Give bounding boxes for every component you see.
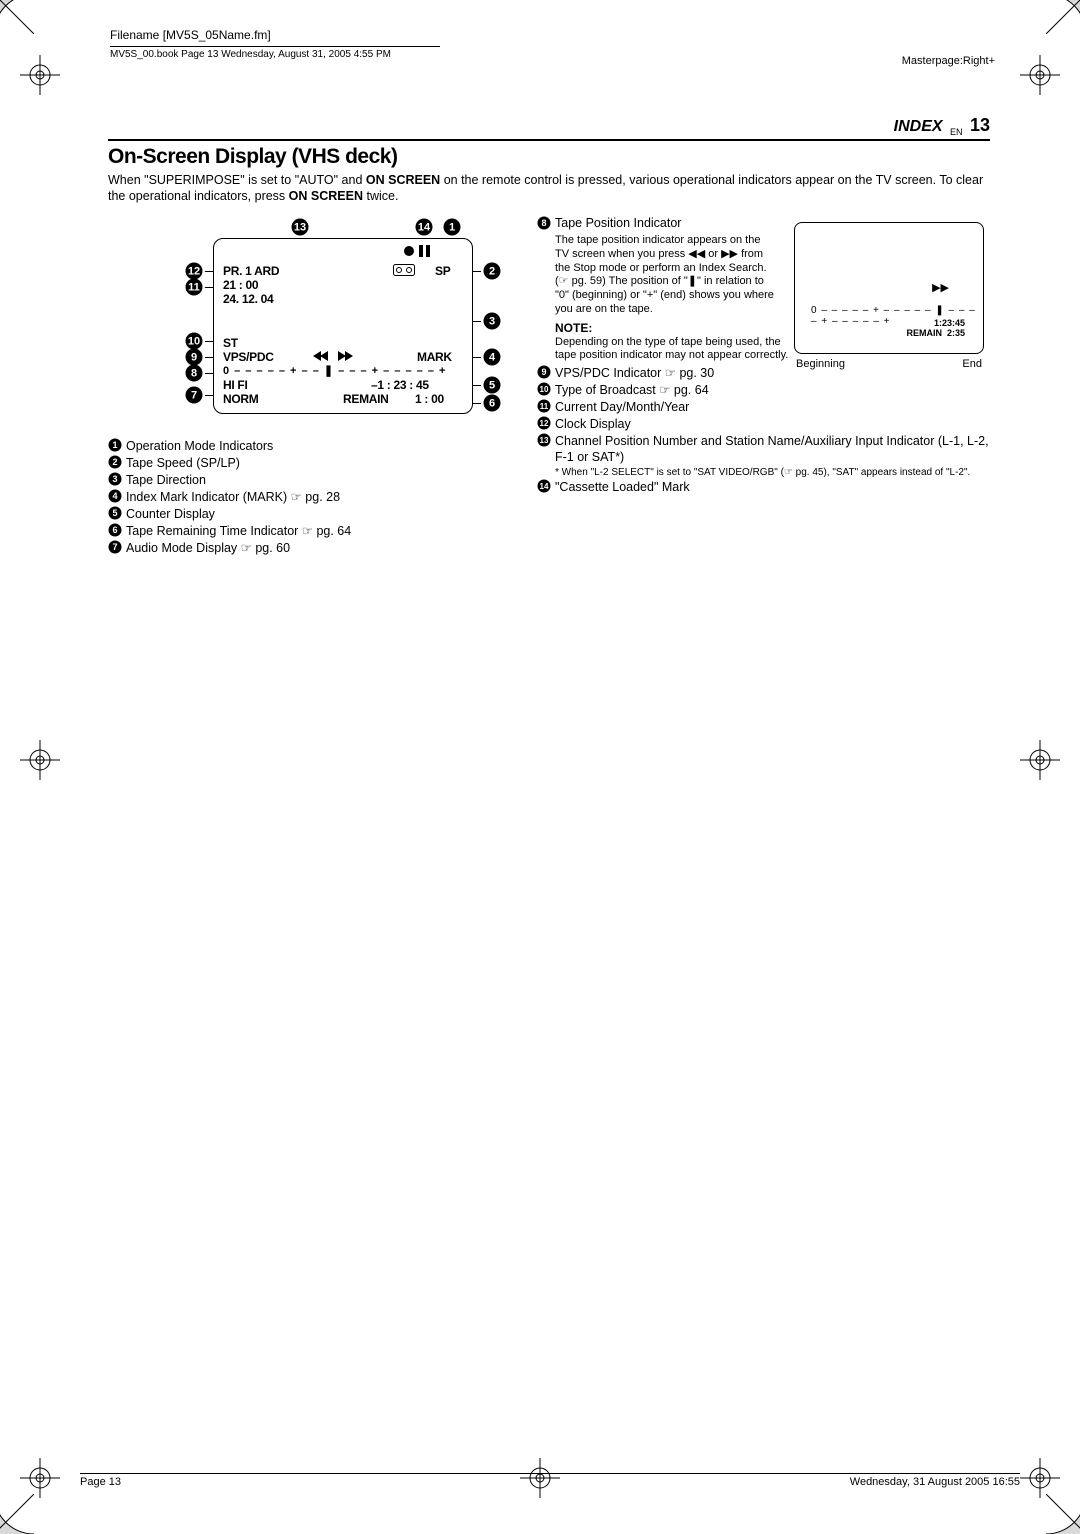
list-item: 7Audio Mode Display ☞ pg. 60 xyxy=(108,540,523,557)
index-page: 13 xyxy=(970,115,990,135)
osd-sp: SP xyxy=(435,264,450,278)
svg-text:1: 1 xyxy=(449,222,455,234)
list-item: 11Current Day/Month/Year xyxy=(537,399,990,416)
svg-text:12: 12 xyxy=(188,266,200,278)
callout-5-icon: 5 xyxy=(483,376,501,394)
svg-text:5: 5 xyxy=(112,508,117,518)
osd-tape-scale: 0 – – – – – + – – ❚ – – – + – – – – – + xyxy=(223,364,446,377)
osd-remain-label: REMAIN xyxy=(343,392,389,406)
callout-14-icon: 14 xyxy=(415,218,433,236)
callout-6-icon: 6 xyxy=(483,394,501,412)
note-text: Depending on the type of tape being used… xyxy=(555,336,795,364)
svg-text:1: 1 xyxy=(112,440,117,450)
svg-text:10: 10 xyxy=(540,385,549,394)
tape-time-info: 1:23:45 REMAIN 2:35 xyxy=(906,319,965,339)
svg-text:8: 8 xyxy=(191,368,197,380)
callout-1-icon: 1 xyxy=(443,218,461,236)
footer-page: Page 13 xyxy=(80,1476,121,1488)
osd-time: 21 : 00 xyxy=(223,278,258,292)
list-item: 4Index Mark Indicator (MARK) ☞ pg. 28 xyxy=(108,489,523,506)
svg-text:11: 11 xyxy=(540,402,549,411)
tape-position-desc: The tape position indicator appears on t… xyxy=(555,234,775,317)
svg-text:2: 2 xyxy=(112,457,117,467)
svg-text:9: 9 xyxy=(541,367,546,377)
callout-7-icon: 7 xyxy=(185,386,203,404)
filename: Filename [MV5S_05Name.fm] xyxy=(110,28,1020,42)
svg-text:14: 14 xyxy=(540,482,549,491)
list-item: 5Counter Display xyxy=(108,506,523,523)
svg-text:5: 5 xyxy=(489,380,495,392)
svg-text:4: 4 xyxy=(112,491,117,501)
index-en: EN xyxy=(950,127,963,137)
tape-position-title: Tape Position Indicator xyxy=(555,216,795,232)
osd-mark: MARK xyxy=(417,350,452,364)
svg-text:7: 7 xyxy=(191,390,197,402)
section-title: On-Screen Display (VHS deck) xyxy=(108,145,990,169)
list-item: 12Clock Display xyxy=(537,416,990,433)
end-label: End xyxy=(962,358,982,370)
osd-date: 24. 12. 04 xyxy=(223,292,273,306)
left-callout-list: 1Operation Mode Indicators 2Tape Speed (… xyxy=(108,438,523,556)
list-item: 10Type of Broadcast ☞ pg. 64 xyxy=(537,382,990,399)
svg-text:6: 6 xyxy=(112,525,117,535)
svg-text:13: 13 xyxy=(540,436,549,445)
note-label: NOTE: xyxy=(555,321,795,336)
footnote: * When "L-2 SELECT" is set to "SAT VIDEO… xyxy=(555,467,990,479)
svg-text:9: 9 xyxy=(191,352,197,364)
svg-text:4: 4 xyxy=(489,352,496,364)
tape-direction-icon xyxy=(313,350,353,362)
bookline: MV5S_00.book Page 13 Wednesday, August 3… xyxy=(110,46,440,60)
callout-13-icon: 13 xyxy=(291,218,309,236)
svg-text:11: 11 xyxy=(188,282,200,294)
osd-norm: NORM xyxy=(223,392,258,406)
callout-2-icon: 2 xyxy=(483,262,501,280)
operation-mode-icon xyxy=(401,244,451,258)
osd-pr: PR. 1 ARD xyxy=(223,264,279,278)
masterpage: Masterpage:Right+ xyxy=(902,55,995,67)
list-item: 1Operation Mode Indicators xyxy=(108,438,523,455)
osd-st: ST xyxy=(223,336,238,350)
svg-text:3: 3 xyxy=(489,316,495,328)
cassette-loaded-icon xyxy=(393,264,415,276)
tape-position-diagram: ▶▶ 0 – – – – – + – – – – – ❚ – – – – + –… xyxy=(794,222,984,370)
svg-text:7: 7 xyxy=(112,542,117,552)
callout-11-icon: 11 xyxy=(185,278,203,296)
list-item: 14"Cassette Loaded" Mark xyxy=(537,479,990,496)
svg-text:6: 6 xyxy=(489,398,495,410)
list-item: 13Channel Position Number and Station Na… xyxy=(537,433,990,467)
svg-text:2: 2 xyxy=(489,266,495,278)
svg-text:12: 12 xyxy=(540,419,549,428)
intro-text: When "SUPERIMPOSE" is set to "AUTO" and … xyxy=(108,173,990,204)
footer-date: Wednesday, 31 August 2005 16:55 xyxy=(850,1476,1020,1488)
callout-8-icon: 8 xyxy=(185,364,203,382)
osd-remain-value: 1 : 00 xyxy=(415,392,444,406)
osd-hifi: HI FI xyxy=(223,378,248,392)
beginning-label: Beginning xyxy=(796,358,845,370)
list-item: 6Tape Remaining Time Indicator ☞ pg. 64 xyxy=(108,523,523,540)
callout-4-icon: 4 xyxy=(483,348,501,366)
callout-3-icon: 3 xyxy=(483,312,501,330)
svg-text:10: 10 xyxy=(188,336,200,348)
index-bar: INDEX EN 13 xyxy=(108,115,990,141)
index-label: INDEX xyxy=(894,118,943,135)
list-item: 2Tape Speed (SP/LP) xyxy=(108,455,523,472)
ff-icon: ▶▶ xyxy=(932,281,949,294)
svg-text:8: 8 xyxy=(541,218,546,228)
right-callout-list: 9VPS/PDC Indicator ☞ pg. 30 10Type of Br… xyxy=(537,365,990,496)
svg-text:13: 13 xyxy=(294,222,306,234)
osd-counter: –1 : 23 : 45 xyxy=(371,378,429,392)
svg-text:14: 14 xyxy=(418,222,431,234)
osd-diagram: PR. 1 ARD SP 21 : 00 24. 12. 04 ST VPS/P… xyxy=(183,224,503,424)
svg-text:3: 3 xyxy=(112,474,117,484)
osd-vps: VPS/PDC xyxy=(223,350,274,364)
list-item: 3Tape Direction xyxy=(108,472,523,489)
